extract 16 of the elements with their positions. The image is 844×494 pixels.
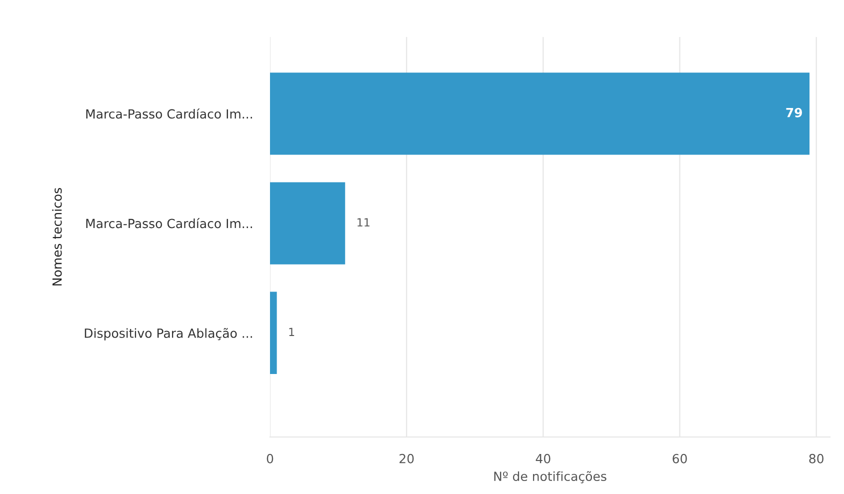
y-axis-title: Nomes tecnicos xyxy=(52,188,62,286)
y-tick-label: Marca-Passo Cardíaco Im... xyxy=(86,218,252,228)
y-tick-label: Marca-Passo Cardíaco Im... xyxy=(86,108,252,119)
bar xyxy=(270,182,346,264)
data-label: 1 xyxy=(289,328,294,336)
bar xyxy=(270,72,810,155)
x-axis-title: Nº de notificações xyxy=(494,471,606,484)
x-tick-label: 80 xyxy=(809,454,824,464)
bar xyxy=(270,292,277,374)
x-tick-label: 60 xyxy=(672,454,687,464)
x-tick-label: 0 xyxy=(266,454,274,464)
data-label: 79 xyxy=(786,108,802,118)
x-tick-label: 40 xyxy=(536,454,550,464)
y-tick-label: Dispositivo Para Ablação ... xyxy=(84,328,252,340)
x-tick-label: 20 xyxy=(400,454,414,464)
data-label: 11 xyxy=(358,218,370,226)
